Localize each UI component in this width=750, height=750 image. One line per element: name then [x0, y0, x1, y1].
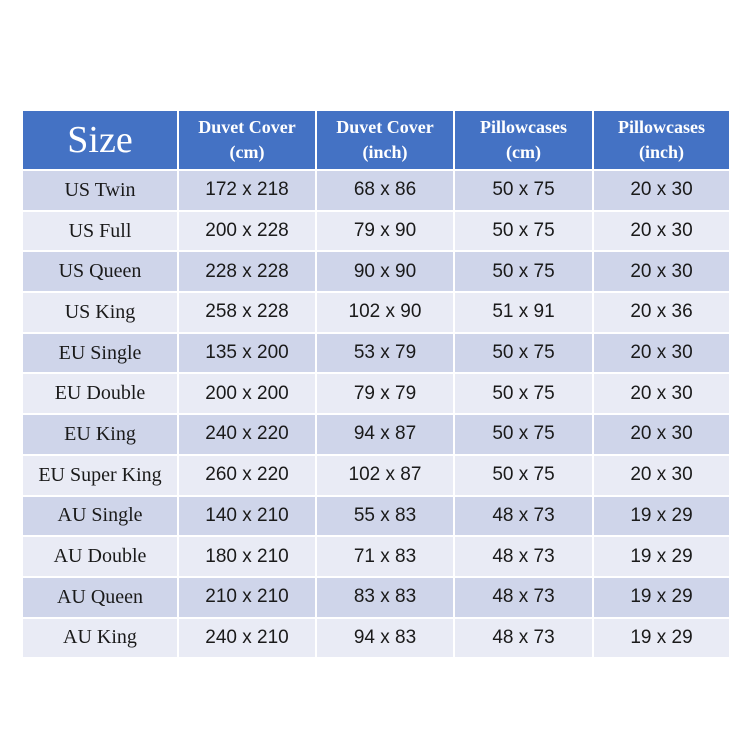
- cell-duvet-cover-cm: 258 x 228: [177, 291, 317, 334]
- cell-duvet-cover-cm: 172 x 218: [177, 169, 317, 212]
- cell-size: AU Double: [21, 535, 179, 578]
- cell-pillowcases-cm: 50 x 75: [453, 250, 594, 294]
- cell-size: AU King: [21, 616, 179, 660]
- header-line: (cm): [506, 142, 541, 162]
- table-row: AU Single 140 x 210 55 x 83 48 x 73 19 x 29: [21, 494, 731, 538]
- table-row: EU Double 200 x 200 79 x 79 50 x 75 20 x 30: [21, 372, 731, 416]
- cell-duvet-cover-inch: 94 x 87: [315, 413, 455, 456]
- cell-size: EU Double: [21, 372, 179, 416]
- cell-duvet-cover-cm: 240 x 220: [177, 413, 317, 456]
- cell-pillowcases-inch: 20 x 30: [592, 250, 731, 294]
- cell-duvet-cover-cm: 180 x 210: [177, 535, 317, 578]
- cell-size: AU Single: [21, 494, 179, 538]
- table-row: EU Single 135 x 200 53 x 79 50 x 75 20 x 30: [21, 331, 731, 375]
- table-row: AU King 240 x 210 94 x 83 48 x 73 19 x 29: [21, 616, 731, 660]
- size-chart-table: Size Duvet Cover (cm) Duvet Cover (inch) Pill…: [21, 109, 731, 660]
- header-line: (cm): [229, 142, 265, 162]
- cell-pillowcases-inch: 19 x 29: [592, 575, 731, 619]
- cell-duvet-cover-cm: 210 x 210: [177, 575, 317, 619]
- table-row: US King 258 x 228 102 x 90 51 x 91 20 x 36: [21, 291, 731, 334]
- cell-duvet-cover-inch: 53 x 79: [315, 331, 455, 375]
- table-row: US Twin 172 x 218 68 x 86 50 x 75 20 x 30: [21, 169, 731, 212]
- table-row: AU Double 180 x 210 71 x 83 48 x 73 19 x 29: [21, 535, 731, 578]
- header-line: Duvet Cover: [198, 117, 296, 137]
- cell-duvet-cover-inch: 102 x 90: [315, 291, 455, 334]
- cell-duvet-cover-inch: 55 x 83: [315, 494, 455, 538]
- header-pillowcases-inch: Pillowcases (inch): [592, 109, 731, 171]
- cell-size: US King: [21, 291, 179, 334]
- cell-pillowcases-cm: 48 x 73: [453, 535, 594, 578]
- header-line: Pillowcases: [480, 117, 567, 137]
- cell-pillowcases-inch: 20 x 30: [592, 331, 731, 375]
- cell-duvet-cover-cm: 200 x 228: [177, 209, 317, 253]
- header-size: Size: [21, 109, 179, 171]
- cell-pillowcases-inch: 19 x 29: [592, 494, 731, 538]
- header-line: (inch): [362, 142, 408, 162]
- cell-pillowcases-inch: 19 x 29: [592, 616, 731, 660]
- table-row: US Full 200 x 228 79 x 90 50 x 75 20 x 30: [21, 209, 731, 253]
- header-duvet-cover-inch: Duvet Cover (inch): [315, 109, 455, 171]
- header-pillowcases-cm: Pillowcases (cm): [453, 109, 594, 171]
- cell-duvet-cover-inch: 102 x 87: [315, 453, 455, 497]
- cell-duvet-cover-inch: 79 x 90: [315, 209, 455, 253]
- cell-pillowcases-inch: 20 x 30: [592, 453, 731, 497]
- cell-pillowcases-inch: 20 x 30: [592, 413, 731, 456]
- cell-size: EU Single: [21, 331, 179, 375]
- cell-duvet-cover-inch: 71 x 83: [315, 535, 455, 578]
- cell-duvet-cover-cm: 140 x 210: [177, 494, 317, 538]
- cell-pillowcases-cm: 50 x 75: [453, 169, 594, 212]
- cell-pillowcases-inch: 19 x 29: [592, 535, 731, 578]
- cell-size: US Twin: [21, 169, 179, 212]
- table-row: EU King 240 x 220 94 x 87 50 x 75 20 x 30: [21, 413, 731, 456]
- header-duvet-cover-cm: Duvet Cover (cm): [177, 109, 317, 171]
- cell-pillowcases-cm: 51 x 91: [453, 291, 594, 334]
- header-row: Size Duvet Cover (cm) Duvet Cover (inch) Pill…: [21, 109, 731, 171]
- cell-size: US Queen: [21, 250, 179, 294]
- header-line: (inch): [639, 142, 684, 162]
- header-line: Pillowcases: [618, 117, 705, 137]
- cell-pillowcases-cm: 48 x 73: [453, 494, 594, 538]
- cell-size: US Full: [21, 209, 179, 253]
- table-row: AU Queen 210 x 210 83 x 83 48 x 73 19 x 29: [21, 575, 731, 619]
- cell-duvet-cover-cm: 240 x 210: [177, 616, 317, 660]
- cell-duvet-cover-cm: 200 x 200: [177, 372, 317, 416]
- cell-duvet-cover-cm: 135 x 200: [177, 331, 317, 375]
- cell-duvet-cover-cm: 260 x 220: [177, 453, 317, 497]
- cell-pillowcases-cm: 50 x 75: [453, 453, 594, 497]
- cell-duvet-cover-inch: 79 x 79: [315, 372, 455, 416]
- header-line: Size: [67, 118, 133, 161]
- cell-pillowcases-cm: 50 x 75: [453, 331, 594, 375]
- table-row: EU Super King 260 x 220 102 x 87 50 x 75 20 …: [21, 453, 731, 497]
- cell-duvet-cover-inch: 90 x 90: [315, 250, 455, 294]
- header-line: Duvet Cover: [336, 117, 434, 137]
- cell-pillowcases-cm: 48 x 73: [453, 575, 594, 619]
- table-row: US Queen 228 x 228 90 x 90 50 x 75 20 x 30: [21, 250, 731, 294]
- cell-size: EU Super King: [21, 453, 179, 497]
- cell-size: EU King: [21, 413, 179, 456]
- cell-pillowcases-cm: 50 x 75: [453, 413, 594, 456]
- cell-duvet-cover-cm: 228 x 228: [177, 250, 317, 294]
- cell-pillowcases-inch: 20 x 30: [592, 372, 731, 416]
- cell-size: AU Queen: [21, 575, 179, 619]
- cell-duvet-cover-inch: 94 x 83: [315, 616, 455, 660]
- cell-pillowcases-cm: 50 x 75: [453, 209, 594, 253]
- cell-pillowcases-cm: 50 x 75: [453, 372, 594, 416]
- cell-pillowcases-inch: 20 x 36: [592, 291, 731, 334]
- cell-pillowcases-cm: 48 x 73: [453, 616, 594, 660]
- cell-pillowcases-inch: 20 x 30: [592, 169, 731, 212]
- cell-pillowcases-inch: 20 x 30: [592, 209, 731, 253]
- cell-duvet-cover-inch: 68 x 86: [315, 169, 455, 212]
- cell-duvet-cover-inch: 83 x 83: [315, 575, 455, 619]
